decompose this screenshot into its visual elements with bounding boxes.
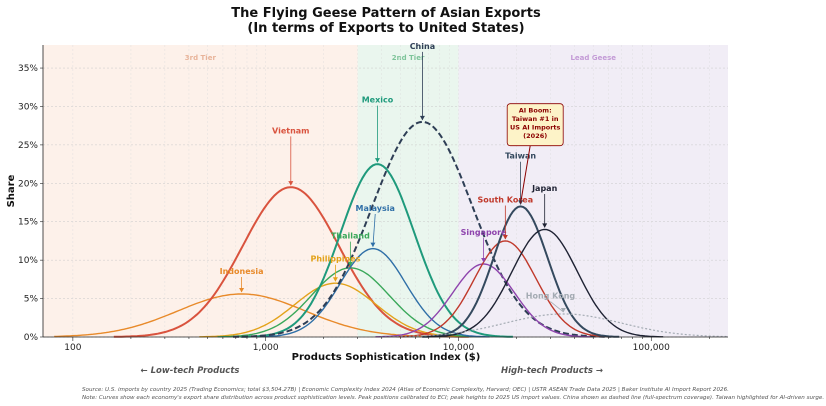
- x-tick-label-3: 100,000: [633, 343, 670, 353]
- pointer-hong-kong: [550, 301, 564, 313]
- tier-bands: 3rd Tier 2nd Tier Lead Geese: [43, 45, 728, 337]
- y-tick-label-6: 30%: [18, 102, 38, 112]
- series-label-hong-kong: Hong Kong: [526, 292, 576, 301]
- annotation-line-1: Taiwan #1 in: [512, 115, 559, 123]
- axes: 0% 5% 10% 15% 20% 25% 30% 35% 100 1,000 10,000 100,…: [18, 45, 728, 353]
- tier-label-0: 3rd Tier: [185, 54, 217, 62]
- y-tick-label-0: 0%: [24, 333, 39, 343]
- curve-hong-kong: [380, 313, 729, 338]
- tier-label-1: 2nd Tier: [392, 54, 425, 62]
- y-tick-label-4: 20%: [18, 179, 38, 189]
- pointer-head-mexico: [374, 158, 380, 163]
- annotation-box: [506, 103, 564, 147]
- method-note: Note: Curves show each economy's export …: [82, 395, 824, 401]
- pointer-head-china: [419, 115, 425, 121]
- chart-title: The Flying Geese Pattern of Asian Export…: [231, 6, 541, 21]
- x-axis-label: Products Sophistication Index ($): [292, 352, 481, 363]
- annotation-pointer: [520, 145, 531, 204]
- x-tick-label-0: 100: [64, 343, 81, 353]
- series-label-south-korea: South Korea: [478, 196, 534, 205]
- tier-band-0: [43, 45, 358, 337]
- series-label-vietnam: Vietnam: [272, 126, 309, 135]
- pointer-head-japan: [542, 223, 548, 228]
- pointer-head-vietnam: [288, 181, 294, 186]
- curve-thailand: [217, 267, 485, 338]
- series-label-indonesia: Indonesia: [220, 267, 264, 276]
- tier-band-1: [357, 45, 459, 337]
- grid-lines: [43, 45, 728, 338]
- x-tick-label-2: 10,000: [443, 343, 475, 353]
- curve-china: [233, 120, 612, 338]
- curve-indonesia: [54, 293, 454, 338]
- y-tick-label-3: 15%: [18, 218, 38, 228]
- series-label-taiwan: Taiwan: [505, 152, 536, 161]
- series-label-thailand: Thailand: [331, 232, 370, 241]
- series-label-malaysia: Malaysia: [356, 204, 395, 213]
- series-label-philippines: Philippines: [310, 255, 360, 264]
- curve-taiwan: [422, 205, 620, 338]
- pointer-head-philippines: [332, 277, 338, 282]
- pointer-head-malaysia: [370, 242, 376, 248]
- series-label-japan: Japan: [531, 184, 558, 193]
- annotation-line-0: AI Boom:: [519, 107, 552, 115]
- pointer-head-thailand: [347, 261, 353, 267]
- pointer-head-hong-kong: [560, 307, 566, 313]
- pointer-head-indonesia: [239, 287, 245, 293]
- pointer-malaysia: [372, 213, 376, 247]
- curve-mexico: [240, 163, 513, 338]
- y-tick-label-1: 5%: [24, 295, 39, 305]
- curve-vietnam: [113, 186, 469, 338]
- high-tech-label: High-tech Products →: [501, 366, 603, 376]
- annotation-line-2: US AI Imports: [510, 124, 561, 132]
- low-tech-label: ← Low-tech Products: [141, 366, 240, 376]
- chart-subtitle: (In terms of Exports to United States): [247, 21, 524, 36]
- y-axis-label: Share: [6, 174, 17, 207]
- y-tick-label-5: 25%: [18, 141, 38, 151]
- pointer-head-south-korea: [502, 234, 508, 240]
- source-note: Source: U.S. imports by country 2025 (Tr…: [82, 387, 729, 393]
- x-tick-label-1: 1,000: [253, 343, 279, 353]
- series-label-mexico: Mexico: [362, 96, 394, 105]
- y-tick-label-2: 10%: [18, 256, 38, 266]
- series-label-singapore: Singapore: [461, 228, 507, 237]
- pointer-head-singapore: [481, 258, 487, 263]
- series-labels: Indonesia Vietnam Philippines Thailand Malay…: [220, 42, 576, 313]
- curve-japan: [427, 228, 664, 338]
- series-label-china: China: [410, 42, 435, 51]
- annotation-line-3: (2026): [523, 132, 547, 140]
- curve-south-korea: [396, 240, 615, 338]
- y-tick-label-7: 35%: [18, 64, 38, 74]
- series-curves: [54, 120, 729, 338]
- curve-philippines: [199, 282, 472, 338]
